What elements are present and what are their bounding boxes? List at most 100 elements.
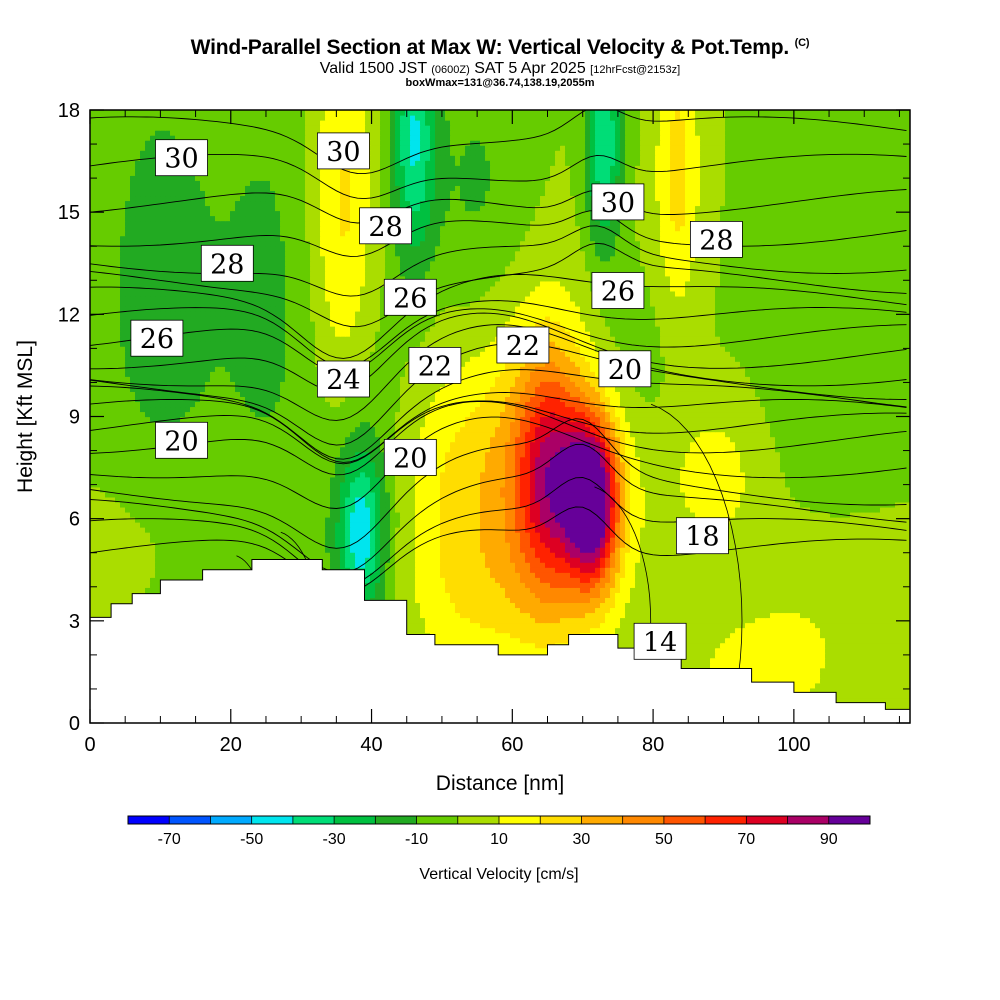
w-cell (770, 577, 776, 583)
w-cell (875, 657, 881, 664)
w-cell (405, 567, 411, 573)
w-cell (820, 572, 826, 578)
w-cell (710, 622, 716, 629)
w-cell (575, 597, 581, 604)
w-cell (830, 612, 836, 619)
w-cell (890, 577, 896, 583)
w-cell (670, 592, 676, 598)
w-cell (770, 677, 776, 684)
w-cell (745, 642, 751, 649)
w-cell (685, 632, 691, 639)
w-cell (495, 597, 501, 604)
w-cell (375, 587, 381, 593)
w-cell (680, 587, 686, 593)
w-cell (435, 617, 441, 624)
w-cell (140, 572, 146, 578)
w-cell (390, 572, 396, 578)
w-cell (895, 572, 901, 578)
w-cell (725, 572, 731, 578)
w-cell (765, 627, 771, 634)
w-cell (725, 597, 731, 604)
w-cell (815, 672, 821, 679)
w-cell (810, 602, 816, 609)
w-cell (610, 592, 616, 598)
w-cell (465, 582, 471, 588)
w-cell (875, 697, 881, 704)
w-cell (790, 597, 796, 604)
w-cell (475, 602, 481, 609)
w-cell (895, 587, 901, 593)
w-cell (100, 602, 106, 609)
w-cell (825, 572, 831, 578)
w-cell (680, 577, 686, 583)
w-cell (870, 677, 876, 684)
w-cell (765, 637, 771, 644)
w-cell (780, 677, 786, 684)
w-cell (830, 682, 836, 689)
w-cell (405, 572, 411, 578)
w-cell (850, 637, 856, 644)
w-cell (760, 617, 766, 624)
w-cell (735, 652, 741, 659)
w-cell (430, 617, 436, 624)
w-cell (820, 657, 826, 664)
w-cell (605, 607, 611, 614)
w-cell (845, 587, 851, 593)
w-cell (740, 642, 746, 649)
w-cell (405, 617, 411, 624)
w-cell (150, 587, 156, 593)
w-cell (865, 677, 871, 684)
w-cell (735, 657, 741, 664)
w-cell (810, 612, 816, 619)
w-cell (905, 697, 910, 704)
w-cell (825, 662, 831, 669)
w-cell (685, 642, 691, 649)
w-cell (555, 577, 561, 583)
w-cell (680, 657, 686, 664)
w-cell (830, 662, 836, 669)
w-cell (885, 672, 891, 679)
w-cell (785, 582, 791, 588)
w-cell (525, 607, 531, 614)
w-cell (590, 627, 596, 634)
w-cell (610, 582, 616, 588)
w-cell (620, 612, 626, 619)
w-cell (410, 612, 416, 619)
w-cell (760, 627, 766, 634)
w-cell (500, 597, 506, 604)
w-cell (670, 582, 676, 588)
w-cell (795, 657, 801, 664)
w-cell (760, 602, 766, 609)
w-cell (630, 587, 636, 593)
w-cell (745, 597, 751, 604)
w-cell (515, 647, 521, 654)
w-cell (625, 607, 631, 614)
w-cell (720, 602, 726, 609)
w-cell (885, 622, 891, 629)
w-cell (825, 592, 831, 598)
w-cell (485, 587, 491, 593)
w-cell (420, 572, 426, 578)
w-cell (830, 687, 836, 694)
w-cell (385, 577, 391, 583)
w-cell (600, 587, 606, 593)
w-cell (840, 602, 846, 609)
w-cell (855, 677, 861, 684)
w-cell (720, 657, 726, 664)
w-cell (755, 597, 761, 604)
w-cell (855, 592, 861, 598)
w-cell (890, 637, 896, 644)
w-cell (520, 602, 526, 609)
w-cell (415, 582, 421, 588)
w-cell (870, 692, 876, 699)
w-cell (615, 592, 621, 598)
w-cell (95, 592, 101, 598)
w-cell (405, 622, 411, 629)
w-cell (855, 692, 861, 699)
w-cell (565, 612, 571, 619)
w-cell (465, 577, 471, 583)
w-cell (575, 622, 581, 629)
w-cell (820, 582, 826, 588)
w-cell (795, 577, 801, 583)
w-cell (635, 612, 641, 619)
